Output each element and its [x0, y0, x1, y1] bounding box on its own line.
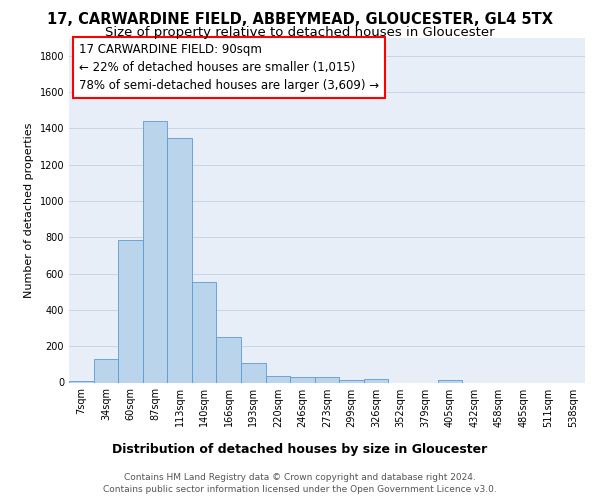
Bar	[94, 359, 118, 382]
Bar	[143, 121, 167, 382]
Bar	[339, 380, 364, 382]
Text: 17, CARWARDINE FIELD, ABBEYMEAD, GLOUCESTER, GL4 5TX: 17, CARWARDINE FIELD, ABBEYMEAD, GLOUCES…	[47, 12, 553, 28]
Text: Contains public sector information licensed under the Open Government Licence v3: Contains public sector information licen…	[103, 485, 497, 494]
Text: Size of property relative to detached houses in Gloucester: Size of property relative to detached ho…	[105, 26, 495, 39]
Bar	[69, 380, 94, 382]
Bar	[315, 377, 339, 382]
Text: 17 CARWARDINE FIELD: 90sqm
← 22% of detached houses are smaller (1,015)
78% of s: 17 CARWARDINE FIELD: 90sqm ← 22% of deta…	[79, 42, 379, 92]
Y-axis label: Number of detached properties: Number of detached properties	[24, 122, 34, 298]
Bar	[266, 376, 290, 382]
Bar	[364, 379, 388, 382]
Text: Contains HM Land Registry data © Crown copyright and database right 2024.: Contains HM Land Registry data © Crown c…	[124, 474, 476, 482]
Bar	[241, 362, 266, 382]
Bar	[437, 380, 462, 382]
Bar	[217, 337, 241, 382]
Bar	[192, 282, 217, 382]
Text: Distribution of detached houses by size in Gloucester: Distribution of detached houses by size …	[112, 442, 488, 456]
Bar	[167, 138, 192, 382]
Bar	[118, 240, 143, 382]
Bar	[290, 377, 315, 382]
